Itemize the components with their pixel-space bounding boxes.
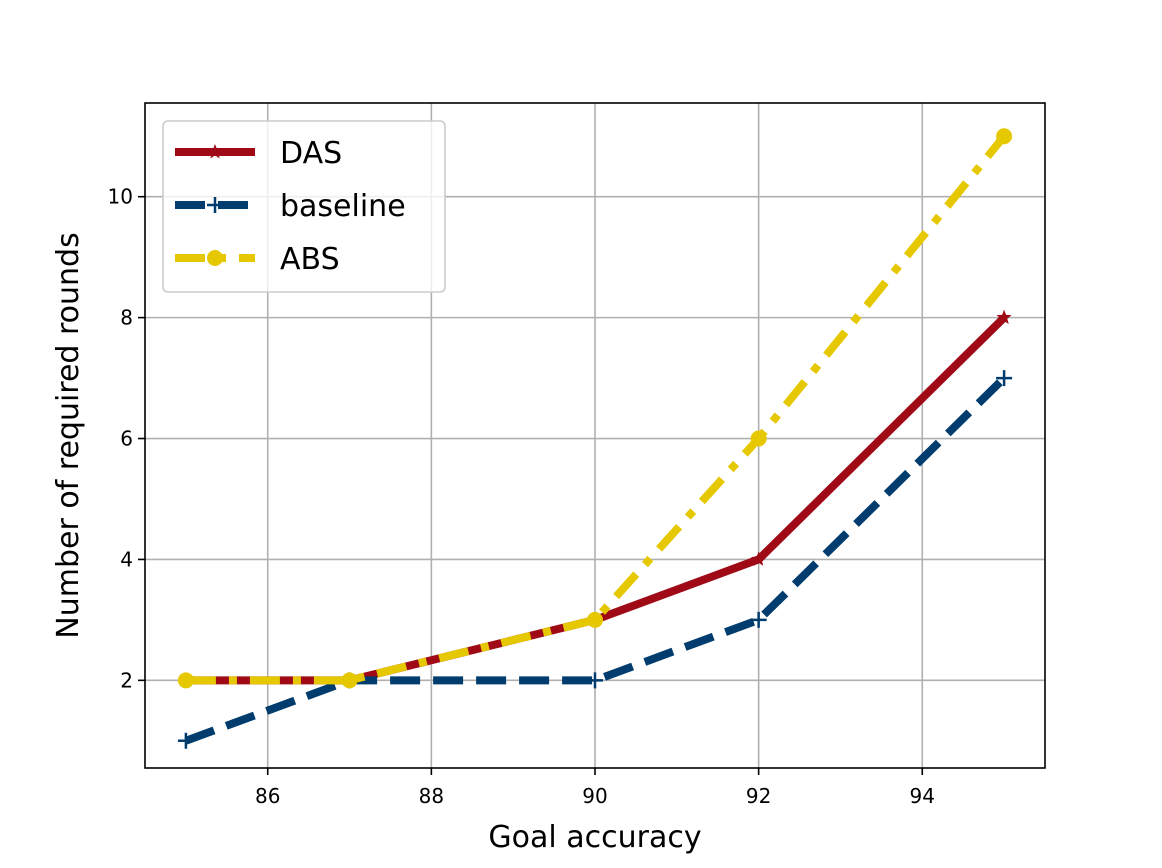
- data-point-baseline-plus-marker: [750, 611, 767, 628]
- series-line-baseline: [184, 375, 1007, 745]
- x-tick-label: 90: [582, 784, 607, 808]
- y-tick-label: 8: [120, 306, 133, 330]
- legend: DAS baseline ABS: [162, 120, 446, 293]
- data-point-ABS-circle-marker: [177, 672, 194, 689]
- legend-label-ABS: ABS: [280, 242, 340, 277]
- data-point-baseline-plus-marker: [587, 672, 603, 689]
- x-tick-label: 86: [255, 784, 280, 808]
- series-line-ABS: [185, 133, 1008, 685]
- data-point-DAS-star-marker: [751, 551, 767, 566]
- x-axis-title: Goal accuracy: [488, 820, 701, 855]
- legend-label-baseline: baseline: [280, 189, 406, 224]
- data-point-baseline-plus-marker: [177, 732, 194, 749]
- data-point-ABS-circle-marker: [587, 611, 603, 628]
- y-tick-label: 6: [120, 427, 133, 451]
- axis-ticks: 86 88 90 92 94 2 4 6 8 10: [108, 185, 935, 808]
- legend-baseline-plus-marker: [207, 197, 223, 213]
- legend-ABS-circle-marker: [207, 250, 223, 266]
- y-tick-label: 2: [120, 668, 133, 692]
- y-tick-label: 10: [108, 185, 133, 209]
- x-tick-label: 94: [910, 784, 935, 808]
- y-axis-title: Number of required rounds: [51, 232, 86, 638]
- data-point-baseline-plus-marker: [996, 370, 1013, 387]
- series-ABS: [177, 128, 1013, 689]
- series-lines: [177, 128, 1013, 749]
- data-point-DAS-star-marker: [996, 309, 1012, 325]
- x-tick-label: 88: [419, 784, 444, 808]
- legend-label-DAS: DAS: [280, 136, 342, 171]
- data-point-ABS-circle-marker: [341, 672, 358, 689]
- y-tick-label: 4: [120, 547, 133, 571]
- legend-DAS-star-marker: [207, 144, 223, 159]
- x-tick-label: 92: [746, 784, 771, 808]
- data-point-ABS-circle-marker: [996, 128, 1013, 145]
- legend-box: [162, 120, 446, 293]
- data-point-ABS-circle-marker: [750, 430, 767, 447]
